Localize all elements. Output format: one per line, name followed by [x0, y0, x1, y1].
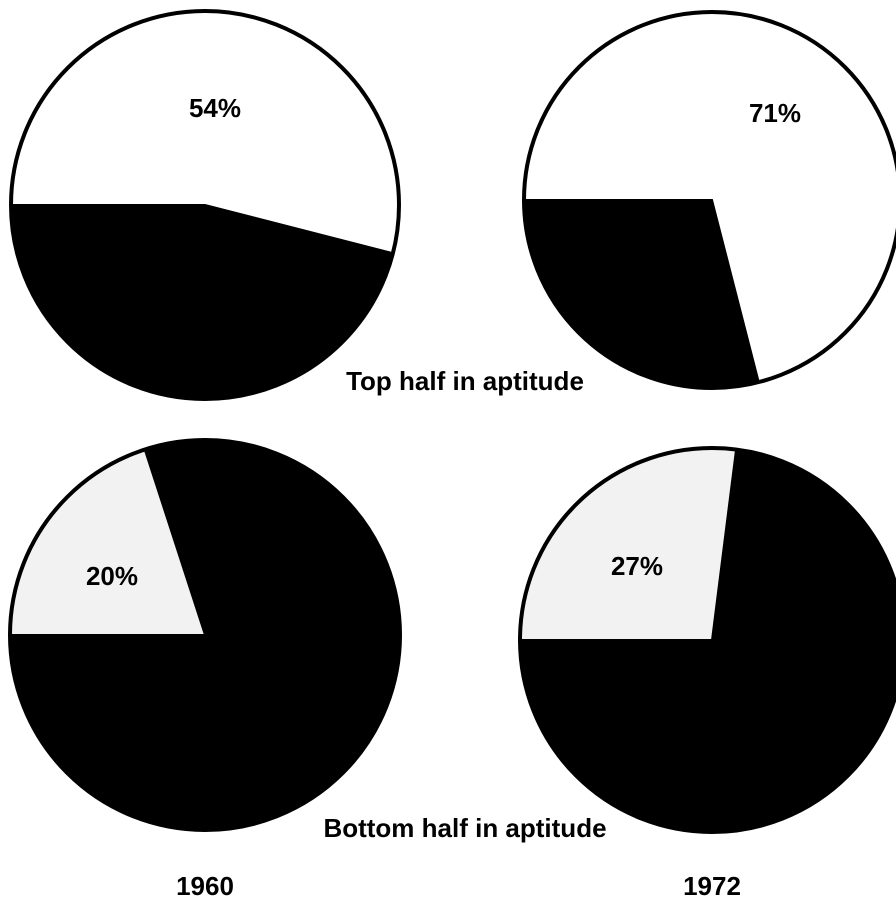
column-label: 1960: [176, 871, 234, 900]
row-label: Bottom half in aptitude: [323, 813, 606, 843]
value-label: 27%: [611, 551, 663, 581]
pie-outline: [8, 438, 402, 832]
pie-slice: [518, 447, 738, 641]
value-label: 54%: [189, 93, 241, 123]
row-label: Top half in aptitude: [346, 366, 584, 396]
value-label: 71%: [749, 98, 801, 128]
column-label: 1972: [683, 871, 741, 900]
pie-outline: [518, 446, 896, 834]
pie-outline: [9, 9, 401, 401]
value-label: 20%: [86, 561, 138, 591]
pie-outline: [522, 10, 896, 390]
